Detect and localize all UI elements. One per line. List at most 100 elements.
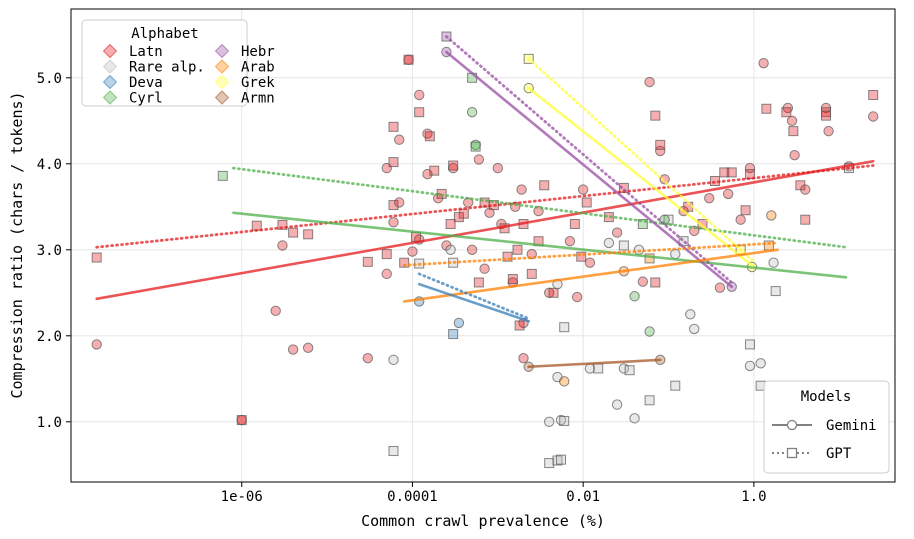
- point-latn-gpt: [740, 205, 751, 216]
- trend-latn-gemini: [95, 159, 875, 301]
- legend-swatch-latn: [102, 43, 118, 59]
- point-rare-gemini: [670, 248, 681, 260]
- point-latn-gemini: [704, 193, 715, 204]
- point-latn-gpt: [650, 277, 661, 288]
- alphabet-legend-title: Alphabet: [131, 26, 198, 42]
- y-tick-label: 4.0: [37, 157, 62, 173]
- point-latn-gemini: [735, 214, 746, 225]
- point-latn-gemini: [868, 111, 879, 122]
- trend-lines: [95, 35, 875, 369]
- point-rare-gemini: [744, 360, 756, 372]
- point-latn-gpt: [539, 180, 550, 191]
- point-latn-gemini: [722, 188, 734, 200]
- point-cyrl-gpt: [637, 219, 648, 229]
- point-latn-gemini: [394, 197, 405, 208]
- point-latn-gemini: [287, 344, 299, 355]
- point-latn-gpt: [414, 107, 425, 118]
- point-rare-gpt: [559, 322, 570, 333]
- point-latn-gemini: [492, 162, 504, 174]
- point-latn-gemini: [564, 236, 576, 247]
- point-latn-gpt: [526, 268, 537, 279]
- trend-latn-gpt: [95, 164, 875, 249]
- point-arab-gemini: [559, 376, 570, 387]
- point-latn-gpt: [410, 231, 421, 242]
- point-latn-gpt: [781, 107, 792, 118]
- point-latn-gpt: [868, 90, 879, 100]
- point-latn-gemini: [479, 263, 490, 274]
- trend-cyrl-gemini: [232, 211, 848, 279]
- legend-label-cyrl: Cyrl: [129, 91, 163, 107]
- point-latn-gpt: [288, 227, 299, 238]
- point-latn-gemini: [637, 276, 649, 287]
- point-latn-gpt: [388, 157, 399, 168]
- point-latn-gemini: [823, 125, 834, 137]
- point-latn-gemini: [611, 227, 623, 238]
- point-rare-gpt: [555, 454, 566, 465]
- point-latn-gemini: [584, 257, 596, 268]
- x-tick-label: 1.0: [741, 489, 766, 505]
- legend-swatch-grek: [214, 74, 230, 90]
- y-axis: 1.0 2.0 3.0 4.0 5.0: [37, 71, 71, 431]
- point-latn-gemini: [91, 339, 102, 350]
- point-latn-gpt: [650, 110, 661, 121]
- point-latn-gpt: [399, 257, 410, 268]
- point-latn-gemini: [800, 184, 811, 195]
- legend-label-latn: Latn: [129, 44, 163, 60]
- x-tick-label: 0.01: [566, 489, 600, 505]
- point-latn-gpt: [788, 126, 799, 137]
- point-latn-gpt: [388, 121, 399, 132]
- legend-swatch-hebr: [214, 43, 230, 59]
- trend-arab-gemini: [402, 248, 779, 303]
- point-latn-gpt: [388, 200, 399, 211]
- point-rare-gemini: [768, 257, 779, 268]
- point-latn-gemini: [381, 268, 392, 280]
- point-latn-gpt: [473, 277, 484, 288]
- point-latn-gemini: [644, 76, 655, 88]
- legend-swatch-arab: [214, 59, 230, 74]
- point-latn-gpt: [362, 256, 373, 267]
- legend-swatch-deva: [102, 74, 118, 90]
- point-latn-gpt: [502, 251, 513, 262]
- point-latn-gpt: [719, 167, 730, 178]
- trend-grek-gemini: [527, 86, 754, 267]
- point-latn-gemini: [473, 154, 485, 165]
- point-rare-gpt: [559, 415, 570, 426]
- point-cyrl-gemini: [629, 291, 640, 302]
- y-tick-label: 5.0: [37, 71, 62, 87]
- point-latn-gpt: [581, 197, 592, 208]
- point-latn-gpt: [429, 165, 440, 176]
- models-legend-title: Models: [801, 389, 852, 405]
- point-latn-gemini: [744, 162, 756, 174]
- gpt-legend-label: GPT: [826, 446, 852, 462]
- gpt-legend-marker: [786, 447, 798, 459]
- gemini-legend-label: Gemini: [826, 418, 877, 434]
- point-deva-gpt: [448, 329, 459, 340]
- point-latn-gpt: [761, 103, 772, 114]
- point-rare-gemini: [388, 354, 399, 366]
- point-latn-gemini: [484, 207, 495, 219]
- x-tick-label: 1e-06: [221, 489, 263, 505]
- legend-label-rare: Rare alp.: [129, 60, 205, 76]
- point-latn-gpt: [277, 219, 288, 230]
- point-latn-gemini: [362, 352, 374, 364]
- legend-swatch-cyrl: [102, 90, 118, 105]
- legend-label-armn: Armn: [241, 91, 275, 107]
- point-latn-gemini: [388, 217, 399, 228]
- x-tick-label: 0.0001: [387, 489, 438, 505]
- legend-label-hebr: Hebr: [241, 44, 275, 60]
- point-latn-gpt: [381, 249, 392, 260]
- point-rare-gemini: [689, 323, 700, 335]
- point-rare-gpt: [644, 395, 655, 406]
- point-latn-gpt: [512, 244, 523, 255]
- trend-deva-gpt: [417, 272, 531, 321]
- point-latn-gpt: [236, 415, 247, 426]
- point-rare-gemini: [633, 244, 645, 256]
- point-rare-gemini: [603, 237, 615, 249]
- y-tick-label: 3.0: [37, 243, 62, 259]
- point-rare-gemini: [611, 399, 623, 410]
- point-latn-gpt: [655, 139, 666, 150]
- point-latn-gemini: [277, 240, 288, 251]
- trend-grek-gpt: [527, 57, 754, 262]
